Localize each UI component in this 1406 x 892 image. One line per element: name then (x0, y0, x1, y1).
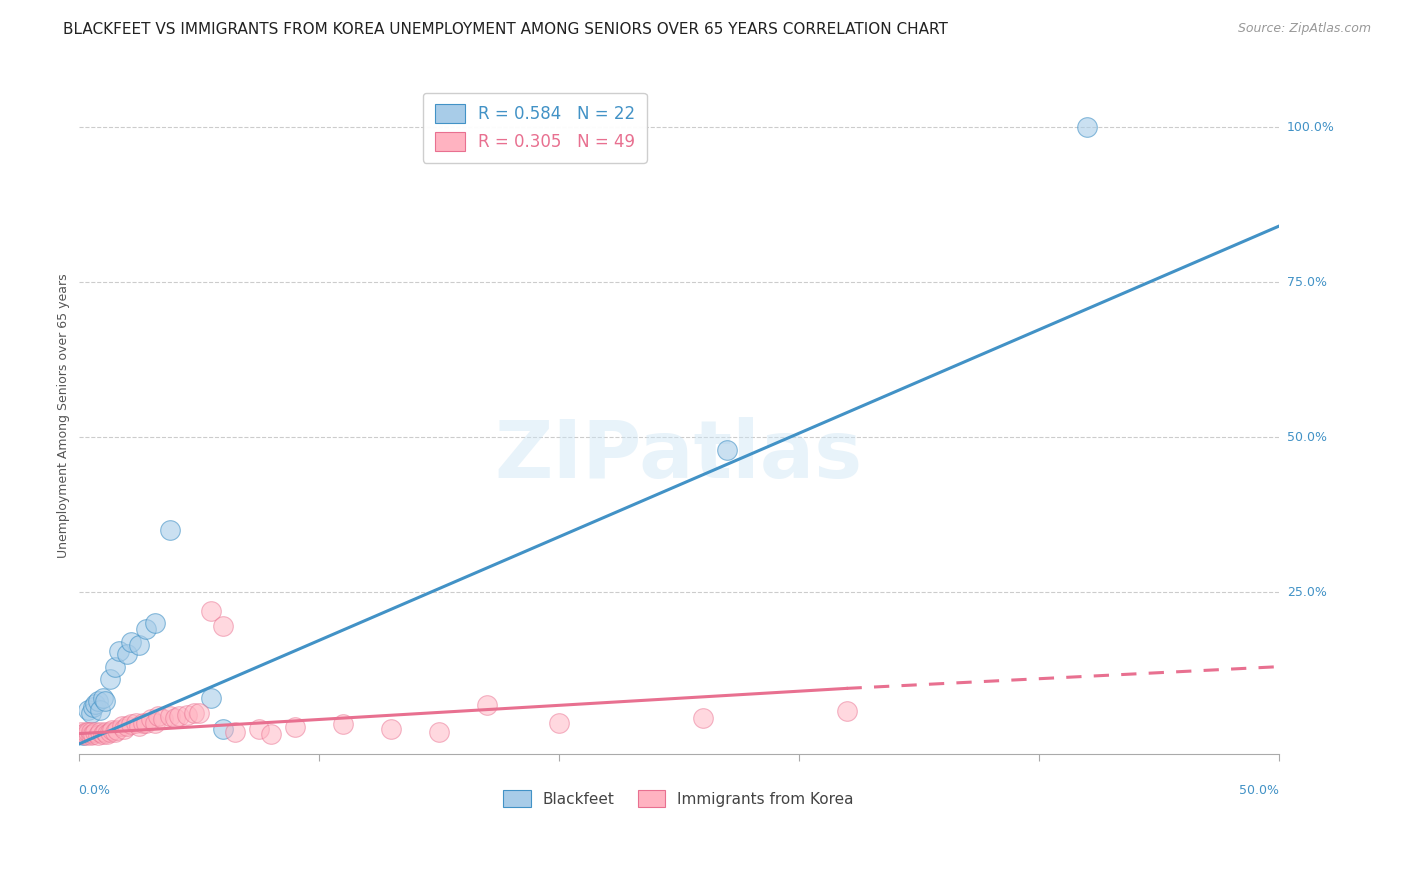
Point (427, 724, 450, 739)
Legend: Blackfeet, Immigrants from Korea: Blackfeet, Immigrants from Korea (498, 783, 860, 814)
Point (332, 716, 354, 731)
Point (75, 728, 97, 742)
Point (112, 722, 135, 736)
Point (79, 706, 101, 721)
Point (200, 604, 222, 618)
Point (132, 715, 155, 730)
Point (1076, 120, 1098, 134)
Point (135, 623, 157, 637)
Point (176, 708, 198, 723)
Point (163, 710, 186, 724)
Point (143, 616, 166, 631)
Point (103, 724, 125, 739)
Text: ZIPatlas: ZIPatlas (495, 417, 863, 495)
Point (125, 715, 148, 730)
Point (169, 709, 191, 723)
Point (115, 718, 138, 732)
Point (120, 635, 142, 649)
Point (82, 700, 104, 714)
Point (143, 715, 166, 730)
Point (72, 728, 94, 742)
Point (98, 672, 121, 686)
Point (72, 726, 94, 740)
Point (211, 722, 233, 736)
Point (187, 706, 209, 721)
Point (200, 690, 222, 705)
Text: 25.0%: 25.0% (1286, 586, 1327, 599)
Point (159, 523, 181, 537)
Point (84, 724, 107, 739)
Point (135, 715, 157, 730)
Point (91, 726, 114, 740)
Point (82, 726, 104, 740)
Point (224, 724, 246, 739)
Point (94, 724, 117, 739)
Point (120, 716, 142, 731)
Point (86, 694, 108, 708)
Point (96, 726, 118, 740)
Text: 50.0%: 50.0% (1239, 784, 1278, 797)
Point (115, 647, 138, 661)
Point (77, 724, 100, 739)
Point (108, 644, 131, 658)
Point (152, 713, 174, 727)
Point (101, 723, 124, 737)
Point (475, 698, 498, 713)
Point (283, 721, 305, 735)
Point (716, 442, 738, 457)
Point (835, 704, 858, 718)
Text: 50.0%: 50.0% (1286, 431, 1327, 443)
Point (77, 703, 100, 717)
Y-axis label: Unemployment Among Seniors over 65 years: Unemployment Among Seniors over 65 years (58, 273, 70, 558)
Text: 0.0%: 0.0% (79, 784, 111, 797)
Point (79, 724, 101, 739)
Point (247, 722, 270, 736)
Point (380, 722, 402, 736)
Point (79, 728, 101, 742)
Point (70, 724, 93, 739)
Point (259, 726, 281, 740)
Text: 75.0%: 75.0% (1286, 276, 1327, 289)
Point (183, 706, 205, 721)
Text: Source: ZipAtlas.com: Source: ZipAtlas.com (1237, 22, 1371, 36)
Point (75, 724, 97, 739)
Point (86, 728, 108, 742)
Point (547, 715, 569, 730)
Point (139, 713, 162, 727)
Point (128, 638, 150, 652)
Text: 100.0%: 100.0% (1286, 120, 1334, 134)
Point (692, 710, 714, 724)
Point (128, 718, 150, 732)
Point (111, 718, 134, 732)
Point (105, 723, 128, 737)
Point (89, 703, 111, 717)
Point (103, 659, 125, 673)
Point (211, 619, 233, 633)
Point (94, 694, 117, 708)
Point (146, 709, 169, 723)
Point (91, 690, 114, 705)
Point (98, 724, 121, 739)
Point (159, 709, 181, 723)
Point (84, 697, 107, 711)
Text: BLACKFEET VS IMMIGRANTS FROM KOREA UNEMPLOYMENT AMONG SENIORS OVER 65 YEARS CORR: BLACKFEET VS IMMIGRANTS FROM KOREA UNEMP… (63, 22, 948, 37)
Point (89, 724, 111, 739)
